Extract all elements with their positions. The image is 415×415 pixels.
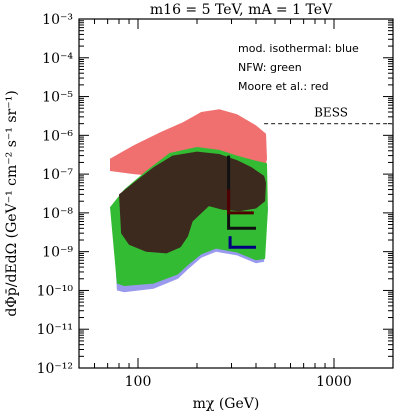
y-tick-label: 10⁻⁷ xyxy=(42,167,73,183)
legend: mod. isothermal: blue NFW: green Moore e… xyxy=(238,42,359,93)
y-tick-label: 10⁻⁶ xyxy=(42,128,73,144)
y-tick-label: 10⁻¹⁰ xyxy=(37,283,74,299)
bess-label: BESS xyxy=(314,106,348,120)
tick-labels: 100 1000 10⁻¹² 10⁻¹¹ 10⁻¹⁰ 10⁻⁹ 10⁻⁸ 10⁻⁷ 10⁻⁶ 10… xyxy=(37,12,352,390)
y-tick-label: 10⁻⁹ xyxy=(42,245,73,261)
y-axis-label: dΦp̄/dEdΩ (GeV⁻¹ cm⁻² s⁻¹ sr⁻¹) xyxy=(4,90,20,316)
line-mark-2 xyxy=(227,189,254,215)
x-tick-label: 1000 xyxy=(316,374,352,390)
chart-title: m16 = 5 TeV, mA = 1 TeV xyxy=(150,2,333,18)
y-tick-label: 10⁻⁸ xyxy=(42,206,73,222)
line-mark-0 xyxy=(227,155,256,230)
legend-entry-nfw: NFW: green xyxy=(238,61,302,74)
y-tick-label: 10⁻⁴ xyxy=(42,51,73,67)
y-tick-label: 10⁻⁵ xyxy=(42,90,73,106)
x-axis-label: mχ (GeV) xyxy=(193,396,260,412)
legend-entry-moore: Moore et al.: red xyxy=(238,80,329,93)
x-tick-label: 100 xyxy=(125,374,152,390)
axis-ticks xyxy=(78,18,394,369)
legend-entry-isothermal: mod. isothermal: blue xyxy=(238,42,359,55)
y-tick-label: 10⁻³ xyxy=(42,12,73,28)
y-tick-label: 10⁻¹¹ xyxy=(37,322,73,338)
line-mark-1 xyxy=(228,236,256,249)
y-tick-label: 10⁻¹² xyxy=(37,361,73,377)
plot-frame xyxy=(78,18,394,369)
line-marks xyxy=(227,155,256,249)
